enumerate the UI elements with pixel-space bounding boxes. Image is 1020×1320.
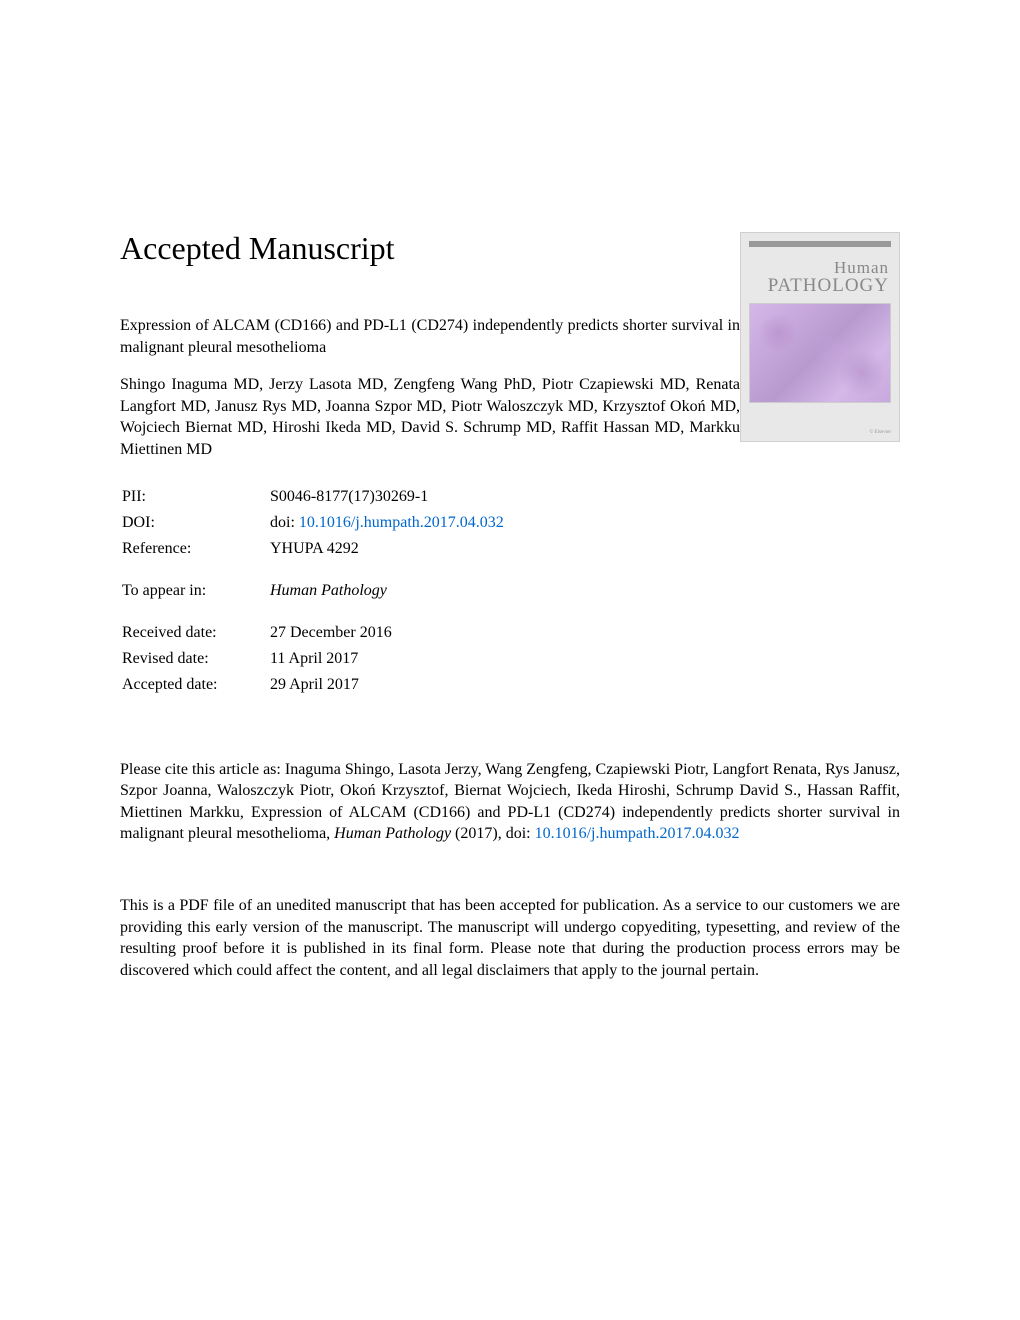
pii-label: PII: xyxy=(122,485,268,509)
reference-value: YHUPA 4292 xyxy=(270,537,504,561)
metadata-row-doi: DOI: doi: 10.1016/j.humpath.2017.04.032 xyxy=(122,511,504,535)
content-block: Expression of ALCAM (CD166) and PD-L1 (C… xyxy=(120,315,740,699)
cover-image xyxy=(749,303,891,403)
journal-title-line1: Human xyxy=(741,259,889,276)
revised-value: 11 April 2017 xyxy=(270,647,392,671)
citation-year: (2017), doi: xyxy=(451,825,535,842)
received-label: Received date: xyxy=(122,621,268,645)
accepted-label: Accepted date: xyxy=(122,673,268,697)
citation-doi-link[interactable]: 10.1016/j.humpath.2017.04.032 xyxy=(535,825,740,842)
doi-prefix: doi: xyxy=(270,514,299,531)
cover-header-band xyxy=(749,241,891,247)
appear-label: To appear in: xyxy=(122,579,268,603)
cover-footer: © Elsevier xyxy=(870,430,891,435)
received-value: 27 December 2016 xyxy=(270,621,392,645)
citation-block: Please cite this article as: Inaguma Shi… xyxy=(120,759,900,845)
metadata-table-dates: Received date: 27 December 2016 Revised … xyxy=(120,619,394,699)
metadata-row-pii: PII: S0046-8177(17)30269-1 xyxy=(122,485,504,509)
citation-journal: Human Pathology xyxy=(334,825,451,842)
authors-list: Shingo Inaguma MD, Jerzy Lasota MD, Zeng… xyxy=(120,374,740,460)
doi-value-cell: doi: 10.1016/j.humpath.2017.04.032 xyxy=(270,511,504,535)
pii-value: S0046-8177(17)30269-1 xyxy=(270,485,504,509)
metadata-row-accepted: Accepted date: 29 April 2017 xyxy=(122,673,392,697)
accepted-value: 29 April 2017 xyxy=(270,673,392,697)
metadata-table-ids: PII: S0046-8177(17)30269-1 DOI: doi: 10.… xyxy=(120,483,506,563)
metadata-row-reference: Reference: YHUPA 4292 xyxy=(122,537,504,561)
article-title: Expression of ALCAM (CD166) and PD-L1 (C… xyxy=(120,315,740,358)
journal-cover-title: Human PATHOLOGY xyxy=(741,259,899,295)
metadata-table-appear: To appear in: Human Pathology xyxy=(120,577,389,605)
doi-label: DOI: xyxy=(122,511,268,535)
reference-label: Reference: xyxy=(122,537,268,561)
journal-cover: Human PATHOLOGY © Elsevier xyxy=(740,232,900,442)
revised-label: Revised date: xyxy=(122,647,268,671)
disclaimer-text: This is a PDF file of an unedited manusc… xyxy=(120,895,900,981)
appear-value: Human Pathology xyxy=(270,579,387,603)
metadata-row-received: Received date: 27 December 2016 xyxy=(122,621,392,645)
metadata-row-appear: To appear in: Human Pathology xyxy=(122,579,387,603)
journal-title-line2: PATHOLOGY xyxy=(741,276,889,295)
doi-link[interactable]: 10.1016/j.humpath.2017.04.032 xyxy=(299,514,504,531)
metadata-row-revised: Revised date: 11 April 2017 xyxy=(122,647,392,671)
